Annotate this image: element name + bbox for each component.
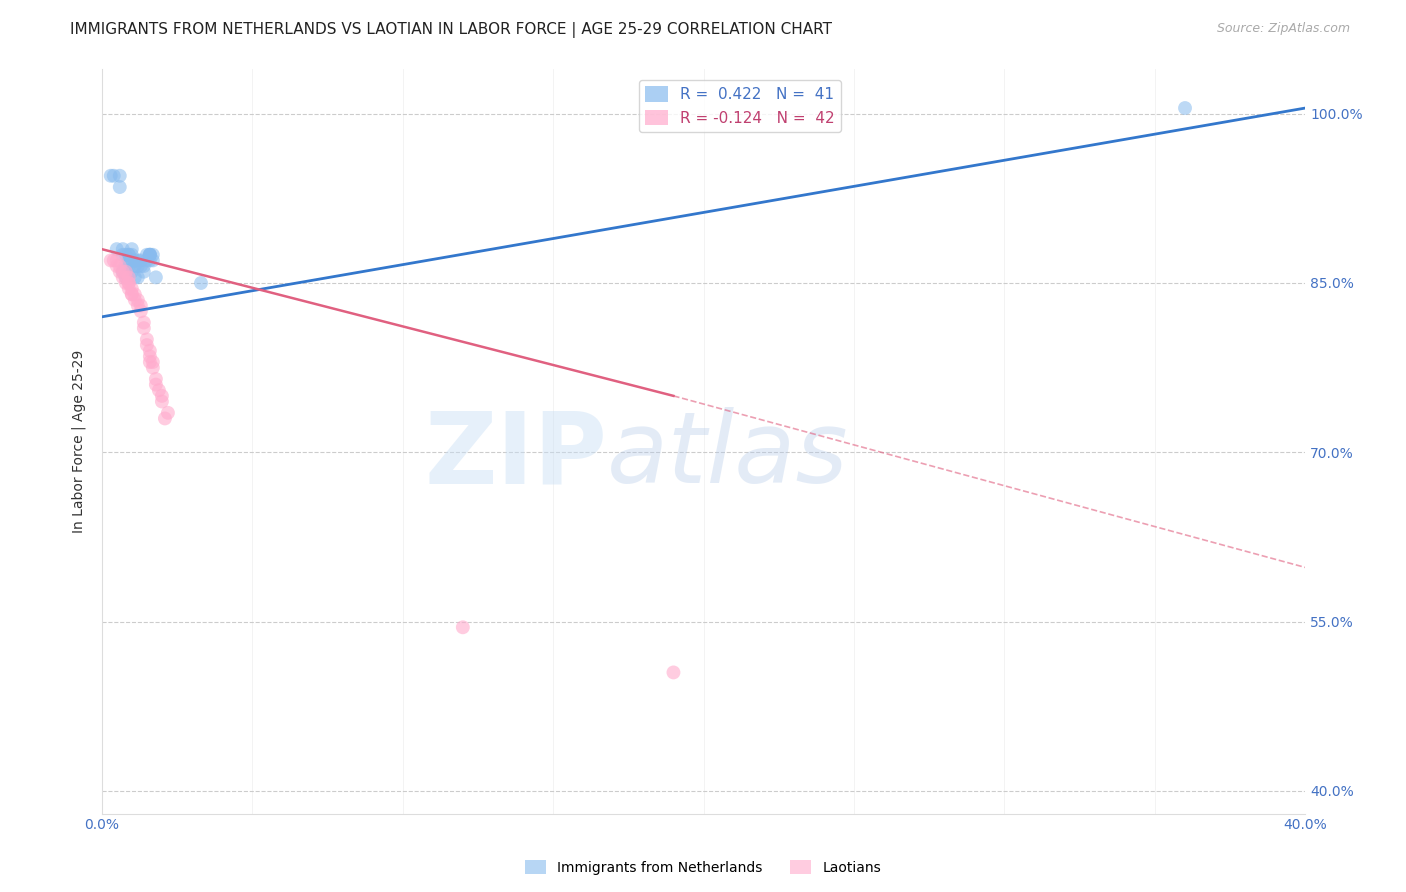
Point — [121, 265, 143, 279]
Point — [132, 321, 155, 335]
Point — [145, 377, 167, 392]
Point — [129, 304, 152, 318]
Point — [139, 253, 162, 268]
Point — [108, 265, 131, 279]
Point — [153, 411, 176, 425]
Point — [118, 270, 141, 285]
Point — [118, 276, 141, 290]
Y-axis label: In Labor Force | Age 25-29: In Labor Force | Age 25-29 — [72, 350, 86, 533]
Point — [114, 270, 136, 285]
Point — [124, 293, 146, 307]
Point — [111, 242, 134, 256]
Point — [118, 248, 141, 262]
Point — [118, 282, 141, 296]
Text: IMMIGRANTS FROM NETHERLANDS VS LAOTIAN IN LABOR FORCE | AGE 25-29 CORRELATION CH: IMMIGRANTS FROM NETHERLANDS VS LAOTIAN I… — [70, 22, 832, 38]
Point — [127, 270, 149, 285]
Point — [114, 248, 136, 262]
Point — [100, 253, 122, 268]
Point — [139, 355, 162, 369]
Text: atlas: atlas — [607, 408, 849, 505]
Point — [145, 372, 167, 386]
Point — [124, 253, 146, 268]
Point — [121, 242, 143, 256]
Point — [108, 169, 131, 183]
Point — [114, 270, 136, 285]
Point — [124, 270, 146, 285]
Point — [103, 253, 125, 268]
Point — [127, 253, 149, 268]
Point — [111, 265, 134, 279]
Point — [127, 293, 149, 307]
Point — [129, 299, 152, 313]
Point — [118, 253, 141, 268]
Legend: R =  0.422   N =  41, R = -0.124   N =  42: R = 0.422 N = 41, R = -0.124 N = 42 — [638, 80, 841, 132]
Point — [139, 343, 162, 358]
Text: Source: ZipAtlas.com: Source: ZipAtlas.com — [1216, 22, 1350, 36]
Point — [105, 242, 128, 256]
Point — [148, 383, 170, 397]
Point — [111, 265, 134, 279]
Point — [121, 282, 143, 296]
Point — [129, 253, 152, 268]
Point — [118, 276, 141, 290]
Point — [139, 248, 162, 262]
Point — [132, 265, 155, 279]
Point — [135, 338, 157, 352]
Point — [103, 169, 125, 183]
Point — [135, 253, 157, 268]
Point — [139, 350, 162, 364]
Point — [121, 253, 143, 268]
Point — [1174, 101, 1197, 115]
Point — [150, 394, 173, 409]
Point — [111, 248, 134, 262]
Point — [139, 248, 162, 262]
Point — [129, 259, 152, 273]
Point — [114, 276, 136, 290]
Point — [127, 299, 149, 313]
Point — [121, 287, 143, 301]
Point — [114, 259, 136, 273]
Point — [121, 248, 143, 262]
Point — [135, 248, 157, 262]
Point — [108, 259, 131, 273]
Point — [124, 287, 146, 301]
Point — [132, 259, 155, 273]
Point — [111, 270, 134, 285]
Text: ZIP: ZIP — [425, 408, 607, 505]
Point — [124, 259, 146, 273]
Point — [145, 270, 167, 285]
Point — [662, 665, 685, 680]
Point — [135, 333, 157, 347]
Point — [105, 253, 128, 268]
Point — [142, 253, 165, 268]
Point — [156, 406, 179, 420]
Point — [142, 355, 165, 369]
Point — [190, 276, 212, 290]
Legend: Immigrants from Netherlands, Laotians: Immigrants from Netherlands, Laotians — [520, 855, 886, 880]
Point — [121, 287, 143, 301]
Point — [105, 259, 128, 273]
Point — [118, 248, 141, 262]
Point — [139, 248, 162, 262]
Point — [142, 248, 165, 262]
Point — [150, 389, 173, 403]
Point — [451, 620, 474, 634]
Point — [118, 259, 141, 273]
Point — [142, 360, 165, 375]
Point — [114, 265, 136, 279]
Point — [108, 180, 131, 194]
Point — [100, 169, 122, 183]
Point — [132, 316, 155, 330]
Point — [127, 259, 149, 273]
Point — [139, 248, 162, 262]
